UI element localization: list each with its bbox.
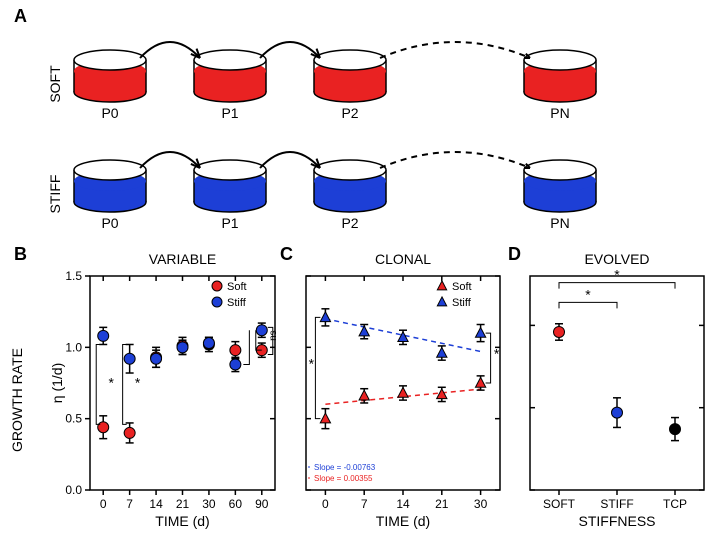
svg-text:CLONAL: CLONAL [375, 251, 431, 267]
svg-text:Soft: Soft [452, 281, 472, 293]
panel-d-chart: EVOLVED SOFT STIFF TCP STIFFNESS * * [514, 248, 714, 538]
svg-text:*: * [108, 374, 114, 390]
svg-text:Stiff: Stiff [227, 297, 247, 309]
panel-a-diagram: SOFT P0 P1 P2 PN STIFF P0 P1 P2 PN [0, 0, 720, 230]
svg-text:21: 21 [435, 497, 449, 511]
svg-text:SOFT: SOFT [543, 497, 576, 511]
svg-text:14: 14 [149, 497, 163, 511]
svg-text:PN: PN [550, 215, 569, 230]
svg-text:7: 7 [126, 497, 133, 511]
svg-text:SOFT: SOFT [47, 65, 63, 103]
svg-text:*: * [494, 346, 500, 362]
svg-text:TCP: TCP [663, 497, 687, 511]
svg-text:STIFF: STIFF [47, 175, 63, 214]
svg-text:STIFFNESS: STIFFNESS [578, 513, 655, 529]
svg-text:1.0: 1.0 [65, 340, 82, 354]
svg-text:P1: P1 [221, 215, 238, 230]
svg-text:P1: P1 [221, 105, 238, 121]
svg-text:0: 0 [100, 497, 107, 511]
svg-text:Slope = -0.00763: Slope = -0.00763 [314, 463, 376, 472]
svg-text:P0: P0 [101, 105, 118, 121]
svg-text:0: 0 [322, 497, 329, 511]
svg-text:TIME (d): TIME (d) [155, 513, 209, 529]
svg-text:Slope = 0.00355: Slope = 0.00355 [314, 474, 373, 483]
svg-text:30: 30 [474, 497, 488, 511]
svg-text:*: * [585, 286, 591, 302]
svg-text:30: 30 [202, 497, 216, 511]
svg-text:P2: P2 [341, 105, 358, 121]
svg-text:7: 7 [361, 497, 368, 511]
svg-text:14: 14 [396, 497, 410, 511]
svg-text:TIME (d): TIME (d) [376, 513, 430, 529]
svg-text:90: 90 [255, 497, 269, 511]
svg-text:0.5: 0.5 [65, 412, 82, 426]
panel-b-chart: VARIABLE 0.0 0.5 1.0 1.5 0 7 14 21 30 60 90 TIME (d)… [48, 248, 283, 538]
svg-text:PN: PN [550, 105, 569, 121]
svg-text:0.0: 0.0 [65, 483, 82, 497]
svg-text:GROWTH RATE: GROWTH RATE [9, 348, 25, 452]
svg-text:ns: ns [268, 330, 279, 341]
svg-text:Stiff: Stiff [452, 297, 472, 309]
svg-text:*: * [614, 267, 620, 283]
svg-text:21: 21 [176, 497, 190, 511]
svg-text:STIFF: STIFF [600, 497, 633, 511]
svg-text:*: * [309, 356, 315, 372]
svg-text:P2: P2 [341, 215, 358, 230]
svg-text:EVOLVED: EVOLVED [584, 251, 649, 267]
svg-text:*: * [135, 374, 141, 390]
svg-text:Soft: Soft [227, 281, 247, 293]
y-axis-shared-label: GROWTH RATE [8, 260, 48, 540]
svg-text:60: 60 [229, 497, 243, 511]
svg-text:VARIABLE: VARIABLE [149, 251, 216, 267]
svg-text:P0: P0 [101, 215, 118, 230]
svg-text:η (1/d): η (1/d) [49, 363, 65, 403]
panel-c-chart: CLONAL 0 7 14 21 30 TIME (d) Soft Stiff Slope = -… [290, 248, 508, 538]
svg-text:1.5: 1.5 [65, 269, 82, 283]
